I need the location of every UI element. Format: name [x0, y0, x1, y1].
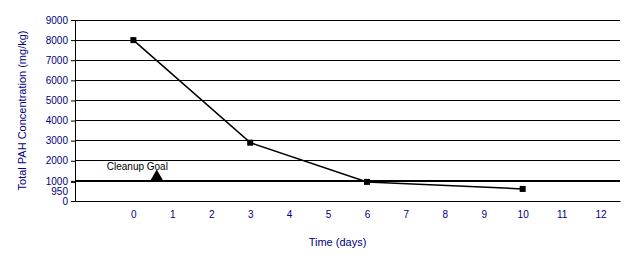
- series-line: [133, 40, 522, 189]
- y-tick: 5000: [46, 95, 75, 106]
- x-tick: 11: [557, 201, 568, 220]
- x-tick: 1: [170, 201, 176, 220]
- y-tick-mark: [71, 20, 75, 21]
- x-tick-label: 11: [557, 209, 568, 220]
- series-label: Cleanup Goal: [107, 161, 168, 172]
- y-tick: 1000: [46, 176, 75, 187]
- y-tick-label: 6000: [46, 75, 69, 86]
- data-point: [247, 140, 253, 146]
- y-tick-mark: [71, 161, 75, 162]
- grid-line: [75, 100, 620, 101]
- grid-line: [75, 180, 620, 181]
- y-tick: 7000: [46, 55, 75, 66]
- x-tick: 10: [518, 201, 530, 220]
- x-tick: 12: [595, 201, 607, 220]
- y-tick: 6000: [46, 75, 75, 86]
- grid-line: [75, 181, 620, 182]
- y-axis-line: [71, 21, 76, 202]
- x-tick-label: 5: [326, 209, 332, 220]
- x-axis-title: Time (days): [309, 236, 367, 248]
- y-tick-mark: [71, 100, 75, 101]
- y-tick-mark: [71, 181, 75, 182]
- x-tick-label: 0: [131, 209, 137, 220]
- y-tick: 0: [62, 196, 75, 207]
- y-axis: 09501000 2000 3000 4000 5000 6000 7000 8000 9000: [46, 15, 76, 207]
- data-point: [520, 186, 526, 192]
- y-tick-label: 1000: [46, 176, 69, 187]
- y-tick-label: 0: [62, 196, 68, 207]
- point-labels: Cleanup Goal: [107, 161, 168, 172]
- x-tick: 0: [131, 201, 137, 220]
- x-tick: 2: [209, 201, 215, 220]
- x-tick-label: 10: [518, 209, 530, 220]
- y-tick: 4000: [46, 115, 75, 126]
- x-axis: 0123456789101112: [76, 201, 621, 220]
- grid: [75, 20, 620, 201]
- y-tick: 3000: [46, 135, 75, 146]
- x-tick-label: 1: [170, 209, 176, 220]
- y-tick-label: 9000: [46, 15, 69, 26]
- y-tick-label: 2000: [46, 155, 69, 166]
- y-tick-label: 3000: [46, 135, 69, 146]
- grid-line: [75, 140, 620, 141]
- y-tick-mark: [71, 121, 75, 122]
- grid-line: [75, 80, 620, 81]
- y-tick-mark: [71, 60, 75, 61]
- y-tick: 8000: [46, 35, 75, 46]
- x-tick-label: 8: [443, 209, 449, 220]
- x-tick: 6: [365, 201, 371, 220]
- x-tick-label: 6: [365, 209, 371, 220]
- y-tick-mark: [71, 40, 75, 41]
- data-point: [130, 37, 136, 43]
- x-tick-label: 9: [481, 209, 487, 220]
- x-tick-label: 3: [248, 209, 254, 220]
- plot-area: [130, 37, 525, 192]
- y-tick-mark: [71, 201, 75, 202]
- x-axis-line: [76, 201, 621, 202]
- x-tick: 5: [326, 201, 332, 220]
- x-tick: 4: [287, 201, 293, 220]
- y-tick-mark: [71, 141, 75, 142]
- y-tick: 2000: [46, 155, 75, 166]
- x-tick: 8: [443, 201, 449, 220]
- y-tick-label: 8000: [46, 35, 69, 46]
- x-tick-label: 7: [404, 209, 410, 220]
- y-tick-label: 7000: [46, 55, 69, 66]
- chart: 0950100020003000400050006000700080009000…: [0, 0, 636, 258]
- x-tick: 7: [404, 201, 410, 220]
- data-point: [364, 179, 370, 185]
- x-tick-label: 4: [287, 209, 293, 220]
- y-tick: 9000: [46, 15, 75, 26]
- y-tick-label: 4000: [46, 115, 69, 126]
- x-tick: 9: [481, 201, 487, 220]
- y-tick-label: 5000: [46, 95, 69, 106]
- x-tick: 3: [248, 201, 254, 220]
- x-tick-label: 2: [209, 209, 215, 220]
- x-tick-label: 12: [595, 209, 607, 220]
- grid-line: [75, 201, 620, 202]
- grid-line: [75, 20, 620, 21]
- grid-line: [75, 40, 620, 41]
- y-tick-mark: [71, 182, 75, 183]
- y-tick-mark: [71, 80, 75, 81]
- y-tick-label: 950: [51, 186, 68, 197]
- grid-line: [75, 120, 620, 121]
- y-axis-title: Total PAH Concentration (mg/kg): [16, 31, 28, 191]
